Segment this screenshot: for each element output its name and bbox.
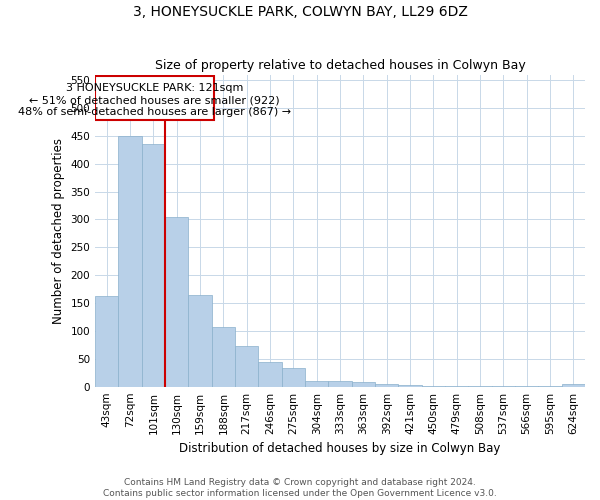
Bar	[398, 385, 422, 386]
Bar	[305, 381, 328, 386]
Text: ← 51% of detached houses are smaller (922): ← 51% of detached houses are smaller (92…	[29, 95, 280, 105]
Text: Contains HM Land Registry data © Crown copyright and database right 2024.
Contai: Contains HM Land Registry data © Crown c…	[103, 478, 497, 498]
Text: 48% of semi-detached houses are larger (867) →: 48% of semi-detached houses are larger (…	[18, 107, 291, 117]
FancyBboxPatch shape	[95, 76, 214, 120]
Bar	[259, 362, 282, 386]
Text: 3, HONEYSUCKLE PARK, COLWYN BAY, LL29 6DZ: 3, HONEYSUCKLE PARK, COLWYN BAY, LL29 6D…	[133, 5, 467, 19]
Bar	[562, 384, 585, 386]
Bar	[328, 381, 352, 386]
Bar	[282, 368, 305, 386]
Bar	[212, 327, 235, 386]
Bar	[375, 384, 398, 386]
Bar	[235, 346, 259, 387]
Bar	[188, 294, 212, 386]
X-axis label: Distribution of detached houses by size in Colwyn Bay: Distribution of detached houses by size …	[179, 442, 501, 455]
Text: 3 HONEYSUCKLE PARK: 121sqm: 3 HONEYSUCKLE PARK: 121sqm	[66, 83, 243, 93]
Bar	[352, 382, 375, 386]
Bar	[118, 136, 142, 386]
Bar	[95, 296, 118, 386]
Title: Size of property relative to detached houses in Colwyn Bay: Size of property relative to detached ho…	[155, 59, 526, 72]
Y-axis label: Number of detached properties: Number of detached properties	[52, 138, 65, 324]
Bar	[165, 216, 188, 386]
Bar	[142, 144, 165, 386]
